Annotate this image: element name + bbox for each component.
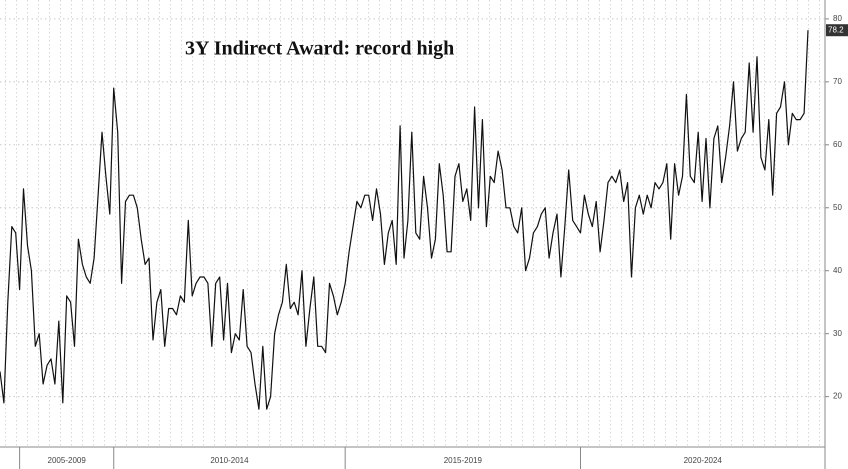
last-value-box [826,24,848,37]
y-tick-label: 80 [833,14,842,23]
chart-title: 3Y Indirect Award: record high [185,38,454,60]
y-tick-label: 60 [833,140,842,149]
line [0,30,809,410]
x-period-label: 2005-2009 [48,456,87,465]
x-period-label: 2020-2024 [684,456,723,465]
x-period-label: 2010-2014 [210,456,249,465]
y-tick-label: 40 [833,266,842,275]
y-tick-label: 70 [833,77,842,86]
x-period-label: 2015-2019 [444,456,483,465]
y-tick-label: 30 [833,329,842,338]
y-tick-label: 20 [833,392,842,401]
vertical-grid [0,0,825,447]
last-value-label: 78.2 [828,25,844,34]
y-tick-label: 50 [833,203,842,212]
